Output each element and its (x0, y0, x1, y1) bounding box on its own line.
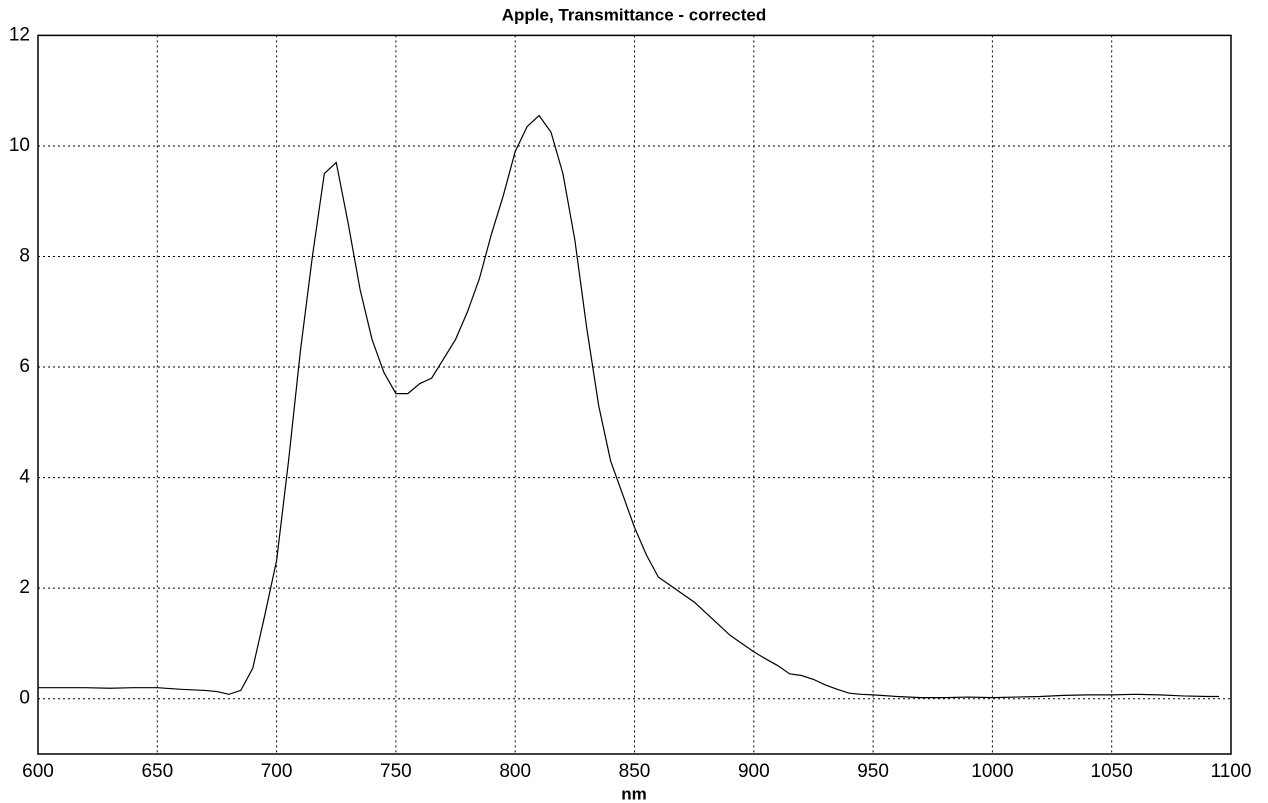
x-tick-label: 700 (261, 761, 293, 782)
x-tick-label: 950 (857, 761, 889, 782)
x-tick-label: 800 (499, 761, 531, 782)
data-line (38, 114, 1220, 699)
y-tick-label: 2 (19, 577, 30, 598)
x-tick-label: 900 (738, 761, 770, 782)
y-tick-label: 0 (19, 688, 30, 709)
x-tick-label: 1000 (971, 761, 1013, 782)
y-tick-label: 12 (9, 24, 30, 45)
y-tick-label: 4 (19, 467, 30, 488)
x-axis-label: nm (621, 784, 647, 803)
x-tick-label: 1100 (1211, 761, 1252, 782)
x-tick-label: 1050 (1091, 761, 1133, 782)
chart-title: Apple, Transmittance - corrected (502, 5, 767, 24)
x-tick-label: 850 (619, 761, 651, 782)
y-tick-label: 8 (19, 246, 30, 267)
x-tick-label: 750 (380, 761, 412, 782)
y-tick-label: 6 (19, 356, 30, 377)
x-tick-label: 600 (22, 761, 54, 782)
x-tick-label: 650 (141, 761, 173, 782)
y-tick-label: 10 (9, 135, 30, 156)
